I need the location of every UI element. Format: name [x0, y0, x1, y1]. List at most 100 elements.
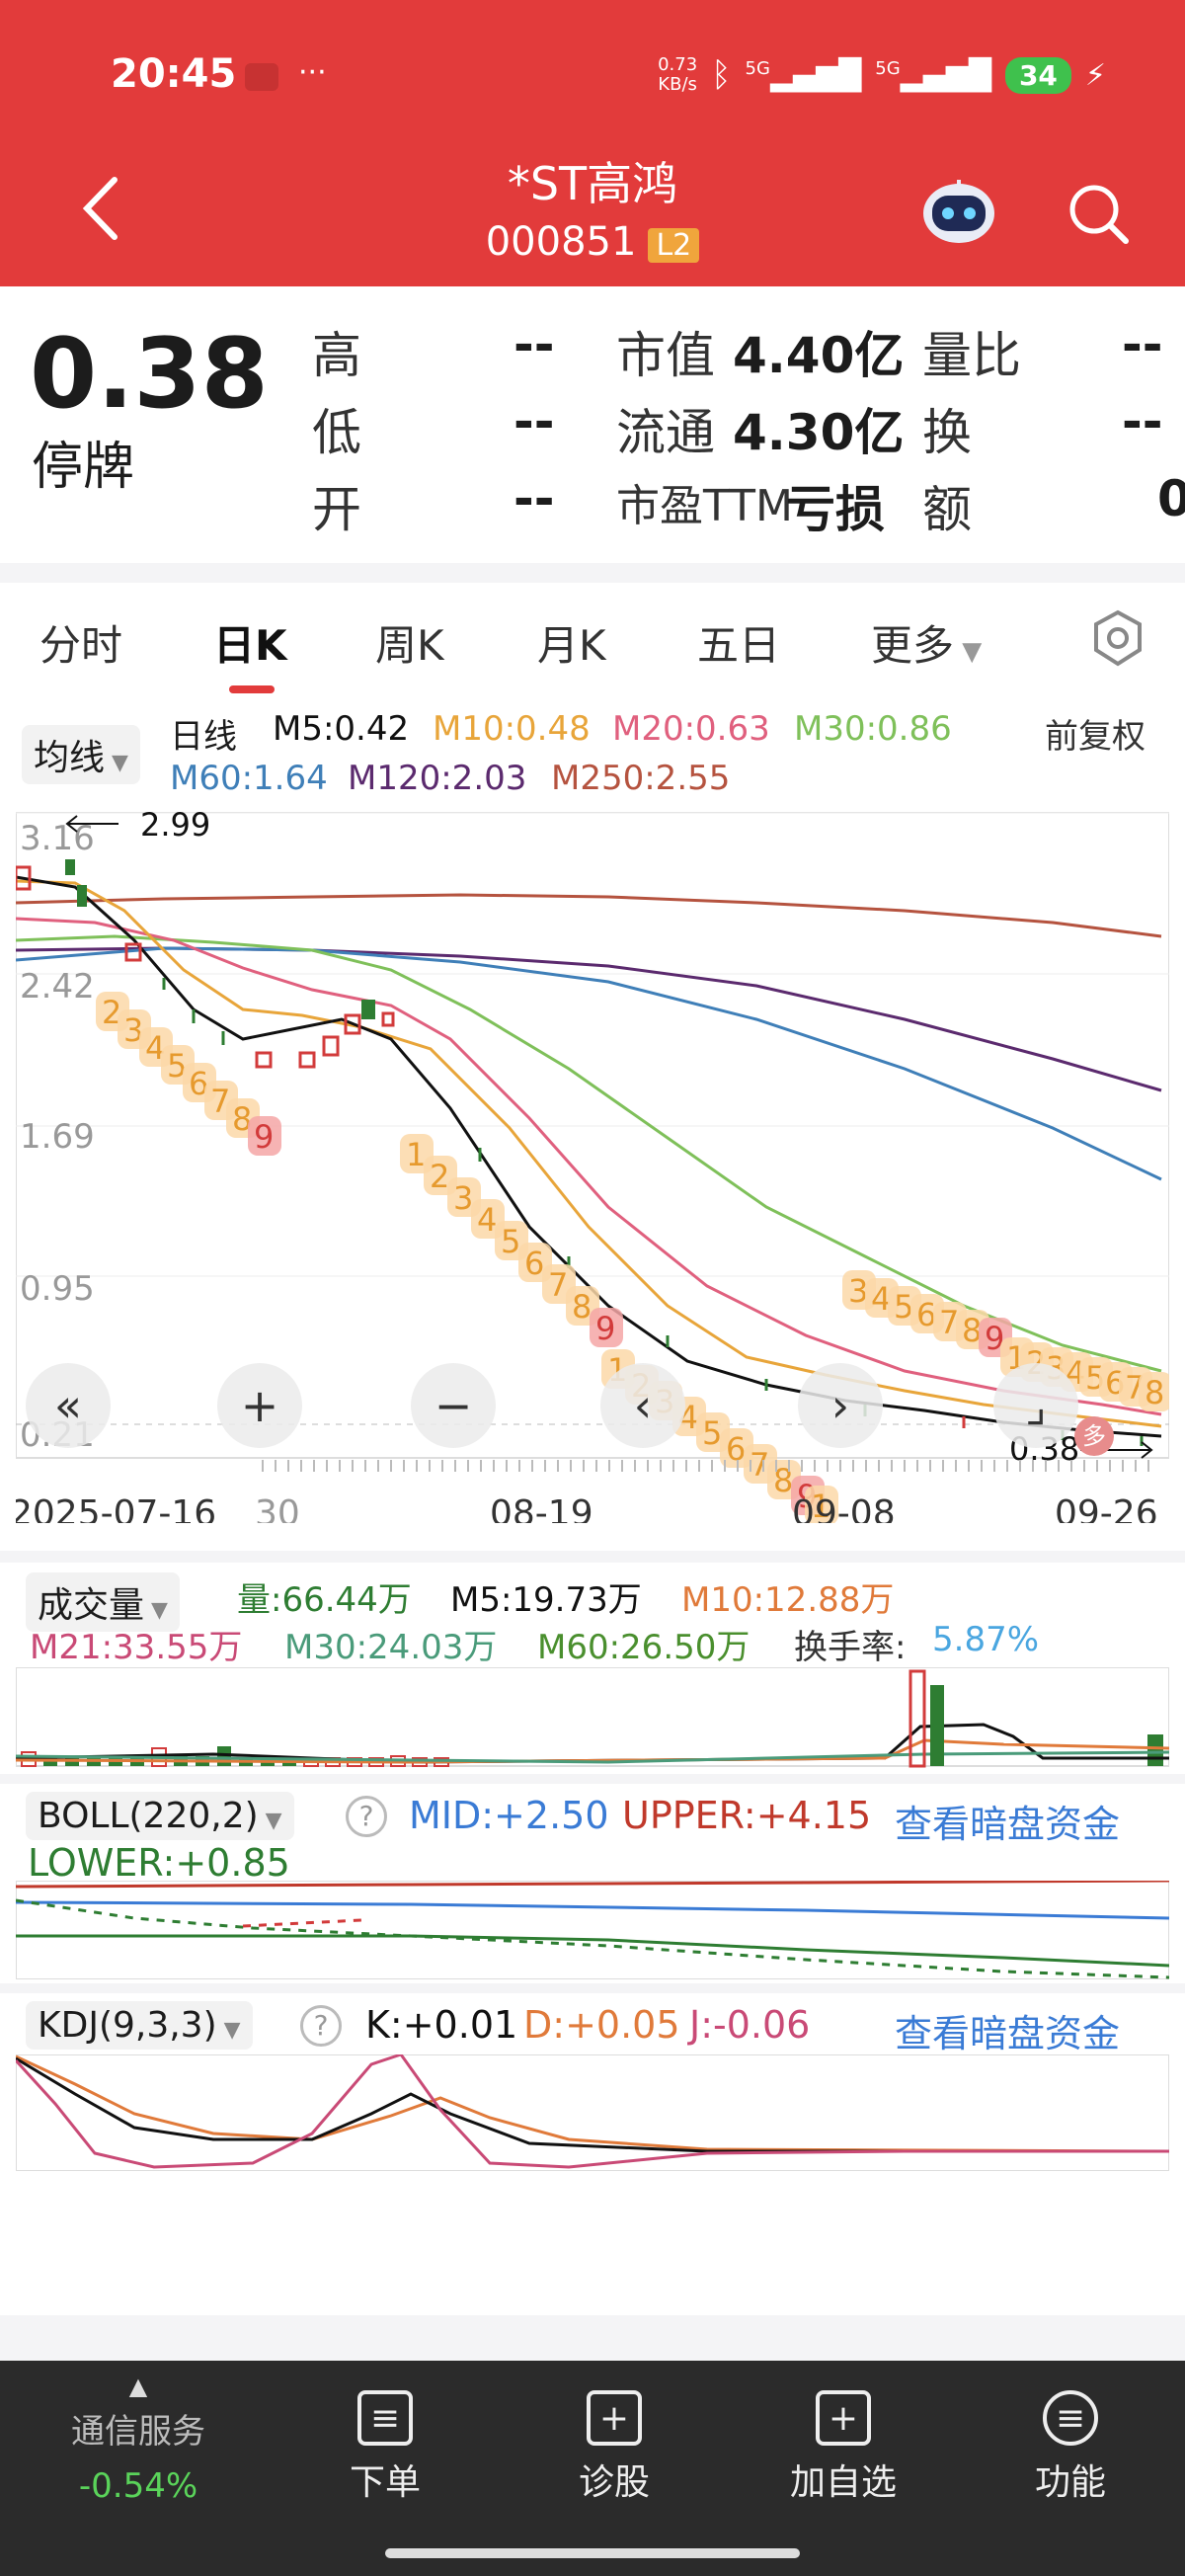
kdj-dropdown[interactable]: KDJ(9,3,3) ▼ — [26, 2001, 253, 2050]
adjust-mode[interactable]: 前复权 — [1045, 717, 1146, 757]
indicator-dropdown[interactable]: 均线 ▼ — [22, 725, 140, 784]
volume-chart[interactable] — [16, 1667, 1169, 1770]
zoom-in-button[interactable]: + — [217, 1363, 302, 1448]
boll-title: BOLL(220,2) — [38, 1796, 259, 1836]
sequence-marker-label: 9 — [595, 1310, 615, 1347]
candle — [255, 1051, 273, 1069]
sequence-marker-label: 4 — [145, 1029, 165, 1067]
sector-info[interactable]: ▲ 通信服务 -0.54% — [59, 2373, 217, 2506]
volume-ma21: M21:33.55万 — [30, 1628, 243, 1667]
kdj-chart[interactable] — [16, 2054, 1169, 2171]
tab-daily-k[interactable]: 日K — [213, 621, 287, 670]
diagnose-label: 诊股 — [578, 2462, 650, 2503]
function-button[interactable]: ≡ 功能 — [991, 2390, 1149, 2505]
sequence-marker-label: 5 — [167, 1047, 187, 1085]
sequence-marker-label: 6 — [189, 1065, 208, 1102]
chevron-right-icon: › — [830, 1379, 850, 1432]
sequence-marker-bg — [248, 1116, 281, 1156]
add-watchlist-label: 加自选 — [789, 2462, 897, 2503]
max-price-label: 2.99 — [140, 812, 210, 844]
tab-intraday[interactable]: 分时 — [40, 621, 123, 670]
market-cap-label: 市值 — [616, 327, 715, 384]
ma250-line — [16, 893, 1162, 938]
signal-badge[interactable]: 多 — [1074, 1416, 1114, 1456]
ma5-label: M5:0.42 — [273, 709, 410, 749]
status-bar-icons: 0.73 KB/s ᛒ 5G▂▄▆█ 5G▂▄▆█ 34 ⚡ — [658, 54, 1106, 96]
sequence-marker-label: 7 — [939, 1304, 959, 1341]
x-tick: 2025-07-16 — [16, 1493, 216, 1523]
sequence-marker-label: 2 — [102, 994, 121, 1031]
tab-weekly-k[interactable]: 周K — [375, 621, 444, 670]
net-speed-value: 0.73 — [658, 54, 698, 75]
chart-frame — [16, 812, 1169, 1459]
sequence-marker: 1 — [805, 1486, 838, 1523]
tab-more[interactable]: 更多 ▼ — [871, 612, 982, 673]
caret-up-icon: ▲ — [128, 2373, 148, 2400]
ma60-label: M60:1.64 — [170, 759, 328, 798]
period-tabs: 分时 日K 周K 月K 五日 更多 ▼ — [0, 583, 1185, 695]
caret-down-icon: ▼ — [216, 2018, 241, 2043]
tab-more-label: 更多 — [871, 621, 955, 670]
ma120-label: M120:2.03 — [348, 759, 527, 798]
scroll-left-button[interactable]: ‹ — [600, 1363, 685, 1448]
bluetooth-icon: ᛒ — [711, 55, 732, 95]
ma60-line — [16, 946, 1162, 1181]
candle — [77, 885, 87, 907]
kdj-j: J:-0.06 — [689, 2003, 811, 2047]
notification-icon — [245, 63, 278, 91]
volume-ma30: M30:24.03万 — [284, 1628, 498, 1667]
period-label: 日线 — [170, 717, 237, 757]
help-icon[interactable]: ? — [346, 1796, 387, 1837]
diagnose-button[interactable]: + 诊股 — [535, 2390, 693, 2505]
volume-dropdown[interactable]: 成交量 ▼ — [26, 1572, 180, 1632]
settings-icon[interactable] — [1092, 608, 1144, 668]
volume-ratio-label: 量比 — [922, 327, 1021, 384]
sequence-marker-label: 8 — [572, 1288, 592, 1326]
boll-mid: MID:+2.50 — [409, 1794, 609, 1837]
tab-monthly-k[interactable]: 月K — [537, 621, 606, 670]
low-value: -- — [514, 393, 555, 450]
sequence-marker-label: 3 — [123, 1011, 143, 1049]
ma20-label: M20:0.63 — [612, 709, 770, 749]
ma250-label: M250:2.55 — [551, 759, 731, 798]
dark-pool-link[interactable]: 查看暗盘资金 — [895, 2012, 1121, 2055]
robot-assistant-icon[interactable] — [918, 176, 999, 247]
sequence-marker-label: 6 — [524, 1245, 544, 1282]
fullscreen-button[interactable]: ⌟ — [993, 1363, 1078, 1448]
caret-down-icon: ▼ — [105, 751, 128, 775]
active-tab-indicator — [229, 685, 275, 693]
sequence-marker: 8 — [1139, 1372, 1169, 1411]
l2-badge[interactable]: L2 — [648, 228, 700, 263]
kdj-d: D:+0.05 — [523, 2003, 680, 2047]
sequence-marker-label: 4 — [871, 1280, 891, 1318]
x-tick: 09-26 — [1055, 1493, 1158, 1523]
section-divider — [0, 1983, 1185, 1993]
home-indicator[interactable] — [385, 2548, 800, 2558]
open-value: -- — [514, 470, 555, 527]
ma10-line — [16, 879, 1162, 1428]
boll-chart[interactable] — [16, 1881, 1169, 1979]
double-chevron-left-icon: « — [53, 1379, 83, 1432]
zoom-out-button[interactable]: − — [411, 1363, 496, 1448]
boll-dropdown[interactable]: BOLL(220,2) ▼ — [26, 1792, 294, 1840]
search-icon[interactable] — [1066, 182, 1130, 245]
jump-to-start-button[interactable]: « — [26, 1363, 111, 1448]
kdj-j-line — [16, 2054, 1169, 2169]
battery-icon: 34 — [1004, 56, 1071, 94]
diagnose-icon: + — [587, 2390, 642, 2446]
volume-ma-line — [16, 1723, 1169, 1764]
add-watchlist-button[interactable]: + 加自选 — [764, 2390, 922, 2505]
pe-ttm-value: 亏损 — [786, 481, 885, 538]
dark-pool-link[interactable]: 查看暗盘资金 — [895, 1803, 1121, 1846]
x-tick: 08-19 — [490, 1493, 593, 1523]
help-icon[interactable]: ? — [300, 2005, 342, 2047]
back-icon[interactable] — [79, 174, 122, 243]
y-tick: 3.16 — [20, 819, 95, 858]
order-button[interactable]: ≡ 下单 — [306, 2390, 464, 2505]
kline-chart[interactable]: 3.16 2.42 1.69 0.95 0.21 2.99 0.38 23456… — [16, 812, 1169, 1523]
volume-ma10: M10:12.88万 — [681, 1580, 895, 1620]
bottom-action-bar: ▲ 通信服务 -0.54% ≡ 下单 + 诊股 + 加自选 ≡ 功能 — [0, 2361, 1185, 2576]
min-arrow — [1141, 1441, 1153, 1459]
scroll-right-button[interactable]: › — [798, 1363, 883, 1448]
tab-five-day[interactable]: 五日 — [697, 621, 781, 670]
